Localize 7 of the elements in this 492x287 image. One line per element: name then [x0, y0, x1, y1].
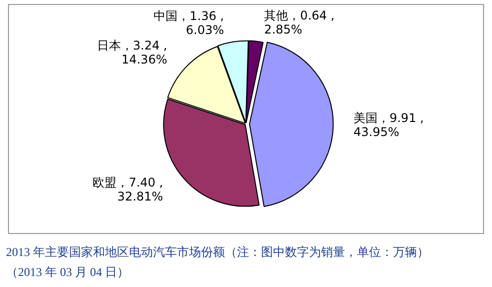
text: 2013 年主要国家和地区电动汽车市场份额（注：图中数字为销量，单位：万辆） — [6, 244, 429, 261]
slice-label: 其他，0.64 , 2.85% — [264, 8, 335, 36]
text: （2013 年 03 月 04 日） — [6, 264, 129, 281]
slice-label: 美国，9.91 , 43.95% — [353, 111, 424, 140]
slice-label: 中国，1.36 , 6.03% — [154, 8, 224, 37]
slice-label: 日本，3.24 , 14.36% — [96, 38, 168, 66]
slice-label: 欧盟，7.40 , 32.81% — [92, 175, 164, 204]
